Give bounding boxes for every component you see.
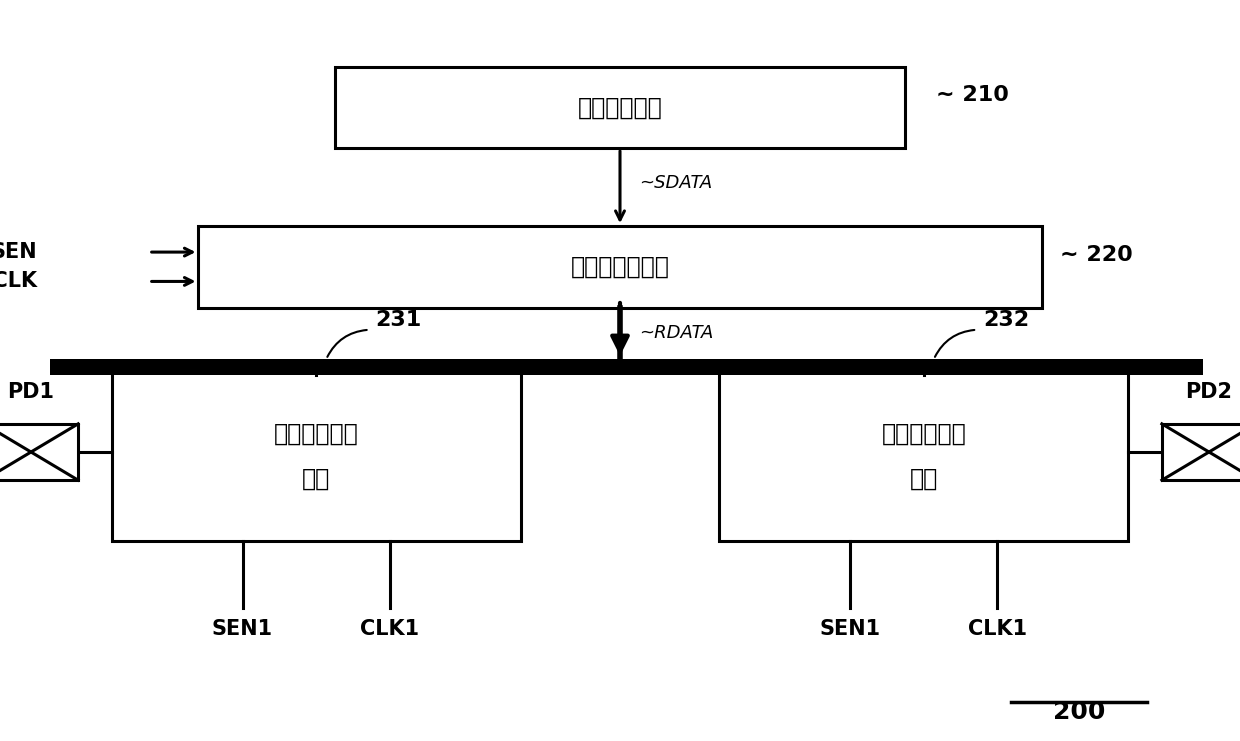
Text: 231: 231 — [376, 310, 422, 330]
Text: SEN1: SEN1 — [820, 619, 880, 639]
Text: 232: 232 — [983, 310, 1029, 330]
Bar — [50, 359, 1203, 375]
Text: ~SDATA: ~SDATA — [639, 174, 712, 193]
Text: ~RDATA: ~RDATA — [639, 325, 713, 342]
Text: ~ 220: ~ 220 — [1060, 245, 1133, 265]
Text: CLK1: CLK1 — [361, 619, 419, 639]
Text: PD2: PD2 — [1185, 382, 1233, 402]
Bar — [335, 67, 905, 148]
Text: 后级移位寄存: 后级移位寄存 — [274, 422, 358, 446]
Text: 电路: 电路 — [303, 467, 330, 491]
Text: SEN: SEN — [0, 242, 37, 262]
Text: 后级移位寄存: 后级移位寄存 — [882, 422, 966, 446]
Text: 前级移位寄存器: 前级移位寄存器 — [570, 255, 670, 279]
Bar — [0, 424, 78, 480]
Text: 感测放大装置: 感测放大装置 — [578, 96, 662, 119]
Text: SR_CLK: SR_CLK — [0, 271, 37, 292]
Text: ~ 210: ~ 210 — [936, 85, 1009, 105]
Bar — [198, 226, 1042, 308]
Text: PD1: PD1 — [7, 382, 55, 402]
Bar — [1162, 424, 1240, 480]
Text: 200: 200 — [1053, 700, 1105, 724]
Bar — [719, 363, 1128, 541]
Text: 电路: 电路 — [910, 467, 937, 491]
Text: CLK1: CLK1 — [968, 619, 1027, 639]
Text: SEN1: SEN1 — [212, 619, 273, 639]
Bar — [112, 363, 521, 541]
